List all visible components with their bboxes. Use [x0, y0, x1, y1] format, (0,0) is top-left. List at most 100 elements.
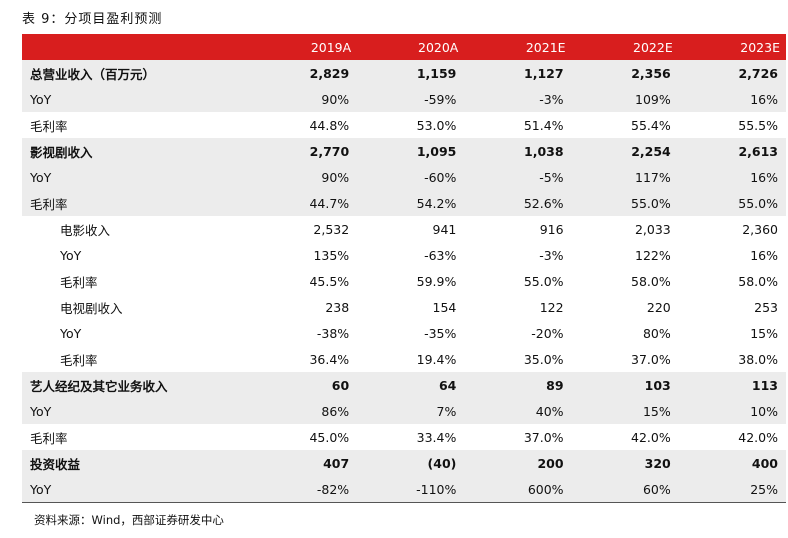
- row-value: 238: [325, 299, 350, 315]
- row-value: 154: [432, 299, 457, 315]
- table-row: YoY -82% -110% 600% 60% 25%: [22, 476, 786, 503]
- row-label: YoY: [22, 164, 250, 190]
- row-value: -35%: [424, 325, 457, 341]
- row-value: 55.0%: [571, 190, 679, 216]
- header-year: 2022E: [571, 34, 679, 60]
- table-row: 影视剧收入 2,770 1,095 1,038 2,254 2,613: [22, 138, 786, 164]
- table-header-row: 2019A 2020A 2021E 2022E 2023E: [22, 34, 786, 60]
- row-label: 电影收入: [60, 222, 111, 238]
- row-value: 2,829: [250, 60, 358, 86]
- row-value: 2,254: [571, 138, 679, 164]
- row-label: 总营业收入（百万元）: [22, 60, 250, 86]
- row-value: 2,360: [742, 221, 778, 237]
- row-value: 37.0%: [631, 351, 671, 367]
- row-value: 600%: [464, 476, 572, 503]
- header-year: 2021E: [464, 34, 572, 60]
- row-label: 毛利率: [30, 118, 68, 134]
- row-value: 55.5%: [738, 117, 778, 133]
- row-value: -20%: [531, 325, 564, 341]
- row-value: -110%: [357, 476, 465, 503]
- row-value: 2,613: [678, 138, 786, 164]
- table-caption: 表 9：分项目盈利预测: [22, 12, 163, 27]
- table-row: YoY 90% -59% -3% 109% 16%: [22, 86, 786, 112]
- table-row: 投资收益 407 (40) 200 320 400: [22, 450, 786, 476]
- table-row: 毛利率 36.4% 19.4% 35.0% 37.0% 38.0%: [22, 346, 786, 372]
- row-value: 2,033: [634, 221, 671, 237]
- row-value: 35.0%: [523, 351, 564, 367]
- table-row: YoY 90% -60% -5% 117% 16%: [22, 164, 786, 190]
- table-row: 毛利率 45.0% 33.4% 37.0% 42.0% 42.0%: [22, 424, 786, 450]
- row-value: 109%: [571, 86, 679, 112]
- row-value: 25%: [678, 476, 786, 503]
- row-value: 59.9%: [416, 273, 457, 289]
- table-row: 电视剧收入 238 154 122 220 253: [22, 294, 786, 320]
- forecast-table: 2019A 2020A 2021E 2022E 2023E 总营业收入（百万元）…: [22, 34, 786, 503]
- table-row: YoY -38% -35% -20% 80% 15%: [22, 320, 786, 346]
- row-value: 45.0%: [309, 429, 350, 445]
- row-value: 103: [571, 372, 679, 398]
- row-label: 电视剧收入: [60, 300, 123, 316]
- row-label: 投资收益: [22, 450, 250, 476]
- table-row: 毛利率 44.8% 53.0% 51.4% 55.4% 55.5%: [22, 112, 786, 138]
- row-value: 10%: [678, 398, 786, 424]
- row-label: YoY: [22, 398, 250, 424]
- row-value: 53.0%: [416, 117, 457, 133]
- row-label: 毛利率: [60, 352, 98, 368]
- row-value: -3%: [539, 247, 564, 263]
- row-label: YoY: [60, 325, 82, 341]
- row-label: 毛利率: [60, 274, 98, 290]
- row-label: YoY: [22, 86, 250, 112]
- row-value: 1,038: [464, 138, 572, 164]
- row-value: 55.4%: [631, 117, 671, 133]
- source-note: 资料来源：Wind，西部证券研发中心: [34, 513, 224, 527]
- row-value: 60: [250, 372, 358, 398]
- row-value: -38%: [316, 325, 350, 341]
- row-value: 122%: [635, 247, 671, 263]
- row-value: 941: [432, 221, 457, 237]
- row-value: -59%: [357, 86, 465, 112]
- row-value: 38.0%: [738, 351, 778, 367]
- row-value: 45.5%: [309, 273, 350, 289]
- row-value: 55.0%: [678, 190, 786, 216]
- row-label: 艺人经纪及其它业务收入: [22, 372, 250, 398]
- row-value: 42.0%: [631, 429, 671, 445]
- header-year: 2023E: [678, 34, 786, 60]
- row-value: 64: [357, 372, 465, 398]
- row-value: 58.0%: [738, 273, 778, 289]
- row-label: YoY: [22, 476, 250, 503]
- table-row: 电影收入 2,532 941 916 2,033 2,360: [22, 216, 786, 242]
- row-value: 16%: [750, 247, 778, 263]
- row-value: 60%: [571, 476, 679, 503]
- row-value: 33.4%: [416, 429, 457, 445]
- row-value: 15%: [571, 398, 679, 424]
- row-value: 1,159: [357, 60, 465, 86]
- row-value: 80%: [642, 325, 671, 341]
- row-value: 16%: [678, 164, 786, 190]
- row-value: -63%: [424, 247, 457, 263]
- row-value: 200: [464, 450, 572, 476]
- row-value: 90%: [250, 86, 358, 112]
- row-value: (40): [357, 450, 465, 476]
- row-value: 220: [646, 299, 671, 315]
- row-value: 55.0%: [523, 273, 564, 289]
- row-value: 90%: [250, 164, 358, 190]
- table-row: YoY 86% 7% 40% 15% 10%: [22, 398, 786, 424]
- row-value: 19.4%: [416, 351, 457, 367]
- row-value: 42.0%: [738, 429, 778, 445]
- row-value: 15%: [750, 325, 778, 341]
- row-value: 1,127: [464, 60, 572, 86]
- row-value: -3%: [464, 86, 572, 112]
- row-label: 毛利率: [22, 190, 250, 216]
- row-value: 44.8%: [309, 117, 350, 133]
- row-value: 7%: [357, 398, 465, 424]
- row-value: 400: [678, 450, 786, 476]
- row-value: 2,726: [678, 60, 786, 86]
- header-corner: [22, 34, 250, 60]
- row-label: 影视剧收入: [22, 138, 250, 164]
- header-year: 2019A: [250, 34, 358, 60]
- row-value: 2,770: [250, 138, 358, 164]
- row-value: 52.6%: [464, 190, 572, 216]
- row-value: 253: [754, 299, 778, 315]
- table-row: 毛利率 45.5% 59.9% 55.0% 58.0% 58.0%: [22, 268, 786, 294]
- row-value: 89: [464, 372, 572, 398]
